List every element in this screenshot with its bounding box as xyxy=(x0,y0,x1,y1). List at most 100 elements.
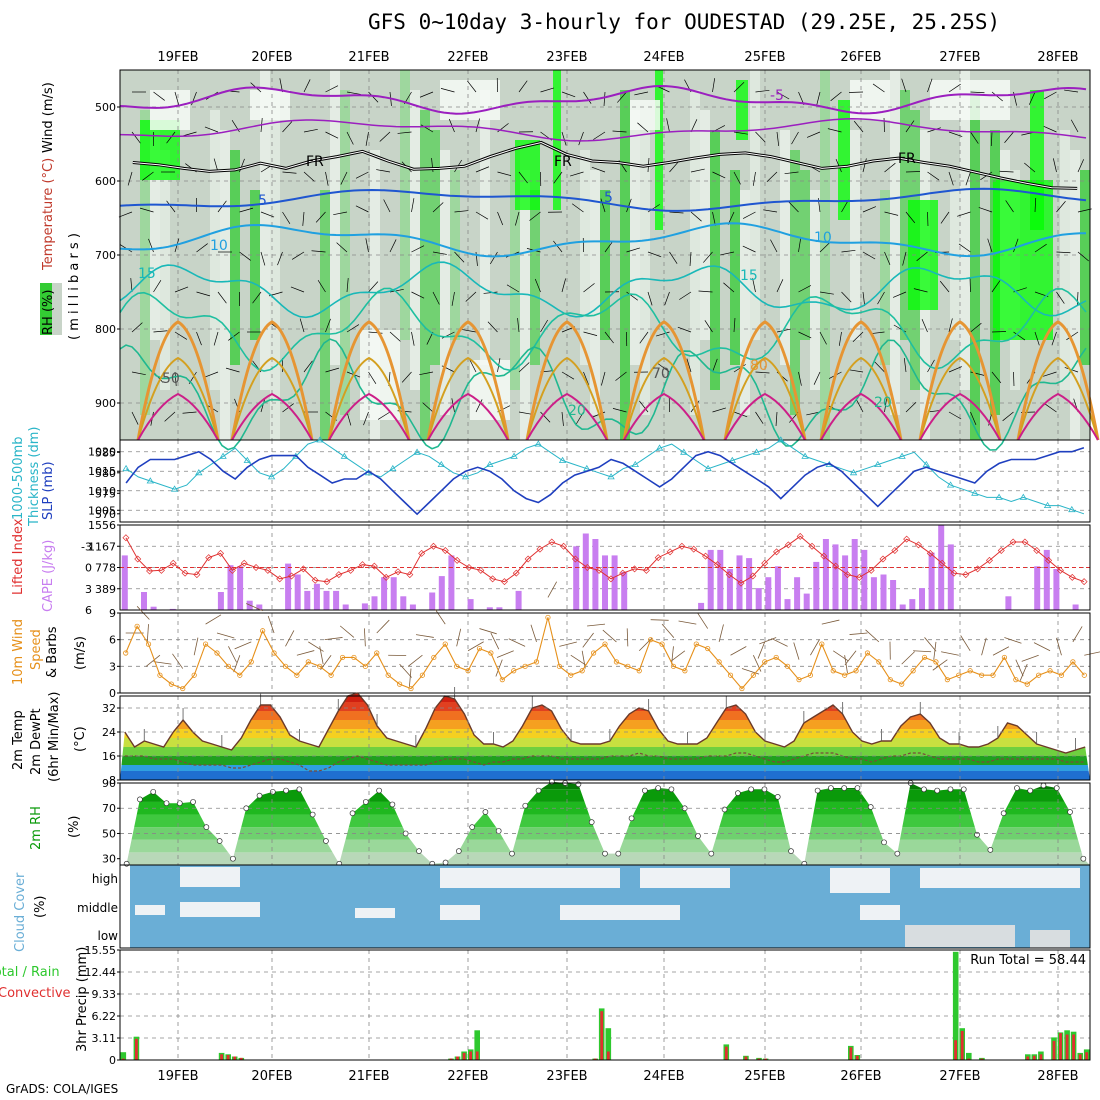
wind-barb xyxy=(830,91,842,102)
wind-barb xyxy=(742,211,756,219)
li-marker xyxy=(725,571,733,579)
wind-barb xyxy=(838,331,842,346)
surface-heating-contour xyxy=(819,320,903,441)
rh-tick-label: 30 xyxy=(102,853,116,866)
surface-heating-contour xyxy=(137,356,219,441)
cloud-cell xyxy=(180,867,240,887)
rh-marker xyxy=(190,799,196,805)
contour-label: FR xyxy=(306,154,324,170)
cape-bar xyxy=(774,566,781,610)
wind10-marker xyxy=(1047,668,1053,674)
cape-bar xyxy=(573,546,580,611)
rh-band xyxy=(800,170,810,340)
cape-bar xyxy=(890,580,897,610)
wind10-marker xyxy=(362,663,368,669)
rh-high-band xyxy=(1030,90,1044,230)
wind10-marker xyxy=(613,659,620,665)
rh-band xyxy=(1070,150,1080,440)
wind-barb xyxy=(656,85,670,93)
cape-bar xyxy=(429,592,436,610)
date-tick-top: 21FEB xyxy=(348,50,389,65)
rh-marker xyxy=(974,831,980,838)
cape-bar xyxy=(371,596,378,610)
wind-barb xyxy=(575,411,584,425)
rh-band xyxy=(1080,170,1090,365)
wind-barb xyxy=(991,371,1002,384)
wind-barb xyxy=(561,91,576,98)
wind-barb xyxy=(862,206,877,213)
wind-barb xyxy=(426,331,434,345)
rh-band xyxy=(200,90,210,340)
wind-barb xyxy=(970,411,977,426)
wind10-barb xyxy=(1084,651,1100,656)
wind-barb xyxy=(376,169,391,173)
rh-band xyxy=(610,70,620,390)
rh-marker xyxy=(269,788,276,795)
wind10-barb xyxy=(376,619,390,634)
li-marker xyxy=(926,549,934,557)
thickness-tick-label: 580 xyxy=(95,467,116,480)
surface-heating-contour xyxy=(919,392,1001,441)
contour-label: 80 xyxy=(750,358,768,374)
li-marker xyxy=(607,575,615,583)
wind-barb xyxy=(669,211,684,214)
wind-barb xyxy=(475,399,483,413)
rh-marker xyxy=(296,786,303,793)
cape-bar xyxy=(381,577,388,610)
wind-barb xyxy=(776,91,790,100)
wind-barb xyxy=(475,211,489,220)
rh-band xyxy=(190,70,200,415)
wind10-barb xyxy=(409,668,412,687)
rh-marker xyxy=(495,828,502,834)
wind-barb xyxy=(346,131,354,145)
rh-band xyxy=(450,170,460,340)
wind10-marker xyxy=(579,668,585,674)
wind-barb xyxy=(1004,131,1014,143)
rh-band xyxy=(590,170,600,415)
wind10-barb xyxy=(771,638,788,647)
wind-barb xyxy=(913,288,928,293)
li-marker xyxy=(950,569,958,577)
wind-barb xyxy=(1064,89,1079,93)
wind-barb xyxy=(365,238,369,253)
wind10-marker xyxy=(271,650,277,656)
wind-barb xyxy=(798,285,812,293)
rh-marker xyxy=(1000,810,1007,817)
rh-band xyxy=(780,130,790,365)
wind10-barb xyxy=(865,629,880,643)
rh-band xyxy=(700,110,710,340)
rh-marker xyxy=(628,815,635,822)
wind10-barb xyxy=(547,581,558,598)
data-point-marker xyxy=(122,464,130,472)
li-marker xyxy=(678,542,686,550)
rh-band-fill xyxy=(120,852,1090,865)
date-tick-top: 25FEB xyxy=(744,50,785,65)
precip-rain-bar xyxy=(475,1051,479,1060)
rh-marker xyxy=(203,824,210,831)
wind10-marker xyxy=(522,663,528,669)
wind-barb xyxy=(852,331,864,342)
slp-label: SLP (mb) xyxy=(41,461,56,520)
rh-band xyxy=(460,190,470,390)
rh-marker xyxy=(509,850,515,857)
precip-tick-label: 15.55 xyxy=(85,944,117,957)
wind10-marker xyxy=(465,668,471,674)
wind-barb xyxy=(617,91,627,103)
li-marker xyxy=(832,562,840,570)
cloud-row-label: middle xyxy=(77,901,118,915)
li-marker xyxy=(974,565,982,573)
wind-barb xyxy=(571,203,584,213)
wind-barb xyxy=(483,291,498,294)
rh-marker xyxy=(1027,787,1034,794)
li-marker xyxy=(1021,538,1029,546)
surface-heating-contour xyxy=(623,356,705,441)
li-marker xyxy=(122,534,130,542)
wind-barb xyxy=(260,211,275,218)
li-marker xyxy=(276,575,284,583)
rh-low-band xyxy=(930,80,1010,120)
li-marker xyxy=(146,567,154,575)
cape-bar xyxy=(313,583,320,610)
wind-barb xyxy=(948,366,963,373)
wind-barb xyxy=(164,411,176,422)
temp-contour-minus10 xyxy=(119,118,1087,142)
